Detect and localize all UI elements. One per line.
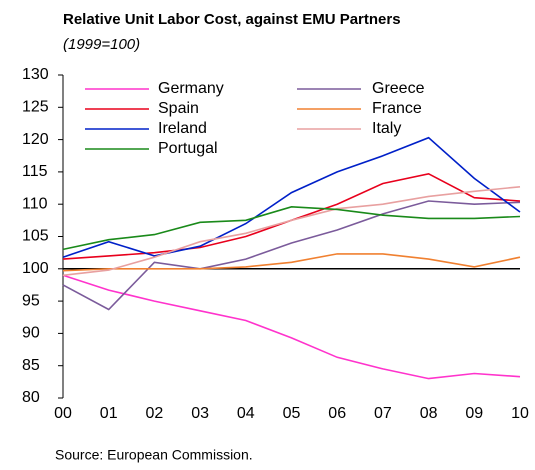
- series-line: [62, 253, 521, 272]
- y-tick-label: 110: [22, 195, 48, 212]
- x-tick-label: 09: [465, 405, 483, 422]
- legend-label: Italy: [372, 120, 401, 137]
- chart-title: Relative Unit Labor Cost, against EMU Pa…: [63, 11, 401, 28]
- series-line: [62, 172, 521, 260]
- y-tick-label: 90: [22, 325, 40, 342]
- x-tick-label: 00: [54, 405, 72, 422]
- y-tick-label: 130: [22, 66, 49, 83]
- x-tick-label: 08: [420, 405, 438, 422]
- y-tick-label: 85: [22, 357, 40, 374]
- y-tick-label: 120: [22, 131, 49, 148]
- series-line: [62, 205, 521, 251]
- x-tick-label: 02: [146, 405, 164, 422]
- legend-label: Ireland: [158, 120, 207, 137]
- x-tick-label: 04: [237, 405, 255, 422]
- x-tick-label: 01: [100, 405, 118, 422]
- chart-subtitle: (1999=100): [63, 36, 140, 53]
- y-tick-label: 125: [22, 99, 49, 116]
- x-tick-label: 03: [191, 405, 209, 422]
- y-tick-label: 100: [22, 260, 49, 277]
- legend-label: France: [372, 100, 422, 117]
- y-tick-label: 95: [22, 292, 40, 309]
- legend-label: Greece: [372, 80, 425, 97]
- series-line: [62, 200, 521, 311]
- y-tick-label: 80: [22, 389, 40, 406]
- source-note: Source: European Commission.: [55, 447, 253, 463]
- legend-label: Germany: [158, 80, 224, 97]
- series-line: [62, 186, 521, 277]
- series-line: [62, 136, 521, 258]
- y-tick-label: 115: [22, 163, 48, 180]
- y-tick-label: 105: [22, 228, 49, 245]
- x-tick-label: 05: [283, 405, 301, 422]
- x-tick-label: 10: [511, 405, 529, 422]
- series-line: [62, 274, 521, 380]
- legend-label: Spain: [158, 100, 199, 117]
- x-tick-label: 07: [374, 405, 392, 422]
- x-tick-label: 06: [328, 405, 346, 422]
- legend-label: Portugal: [158, 140, 218, 157]
